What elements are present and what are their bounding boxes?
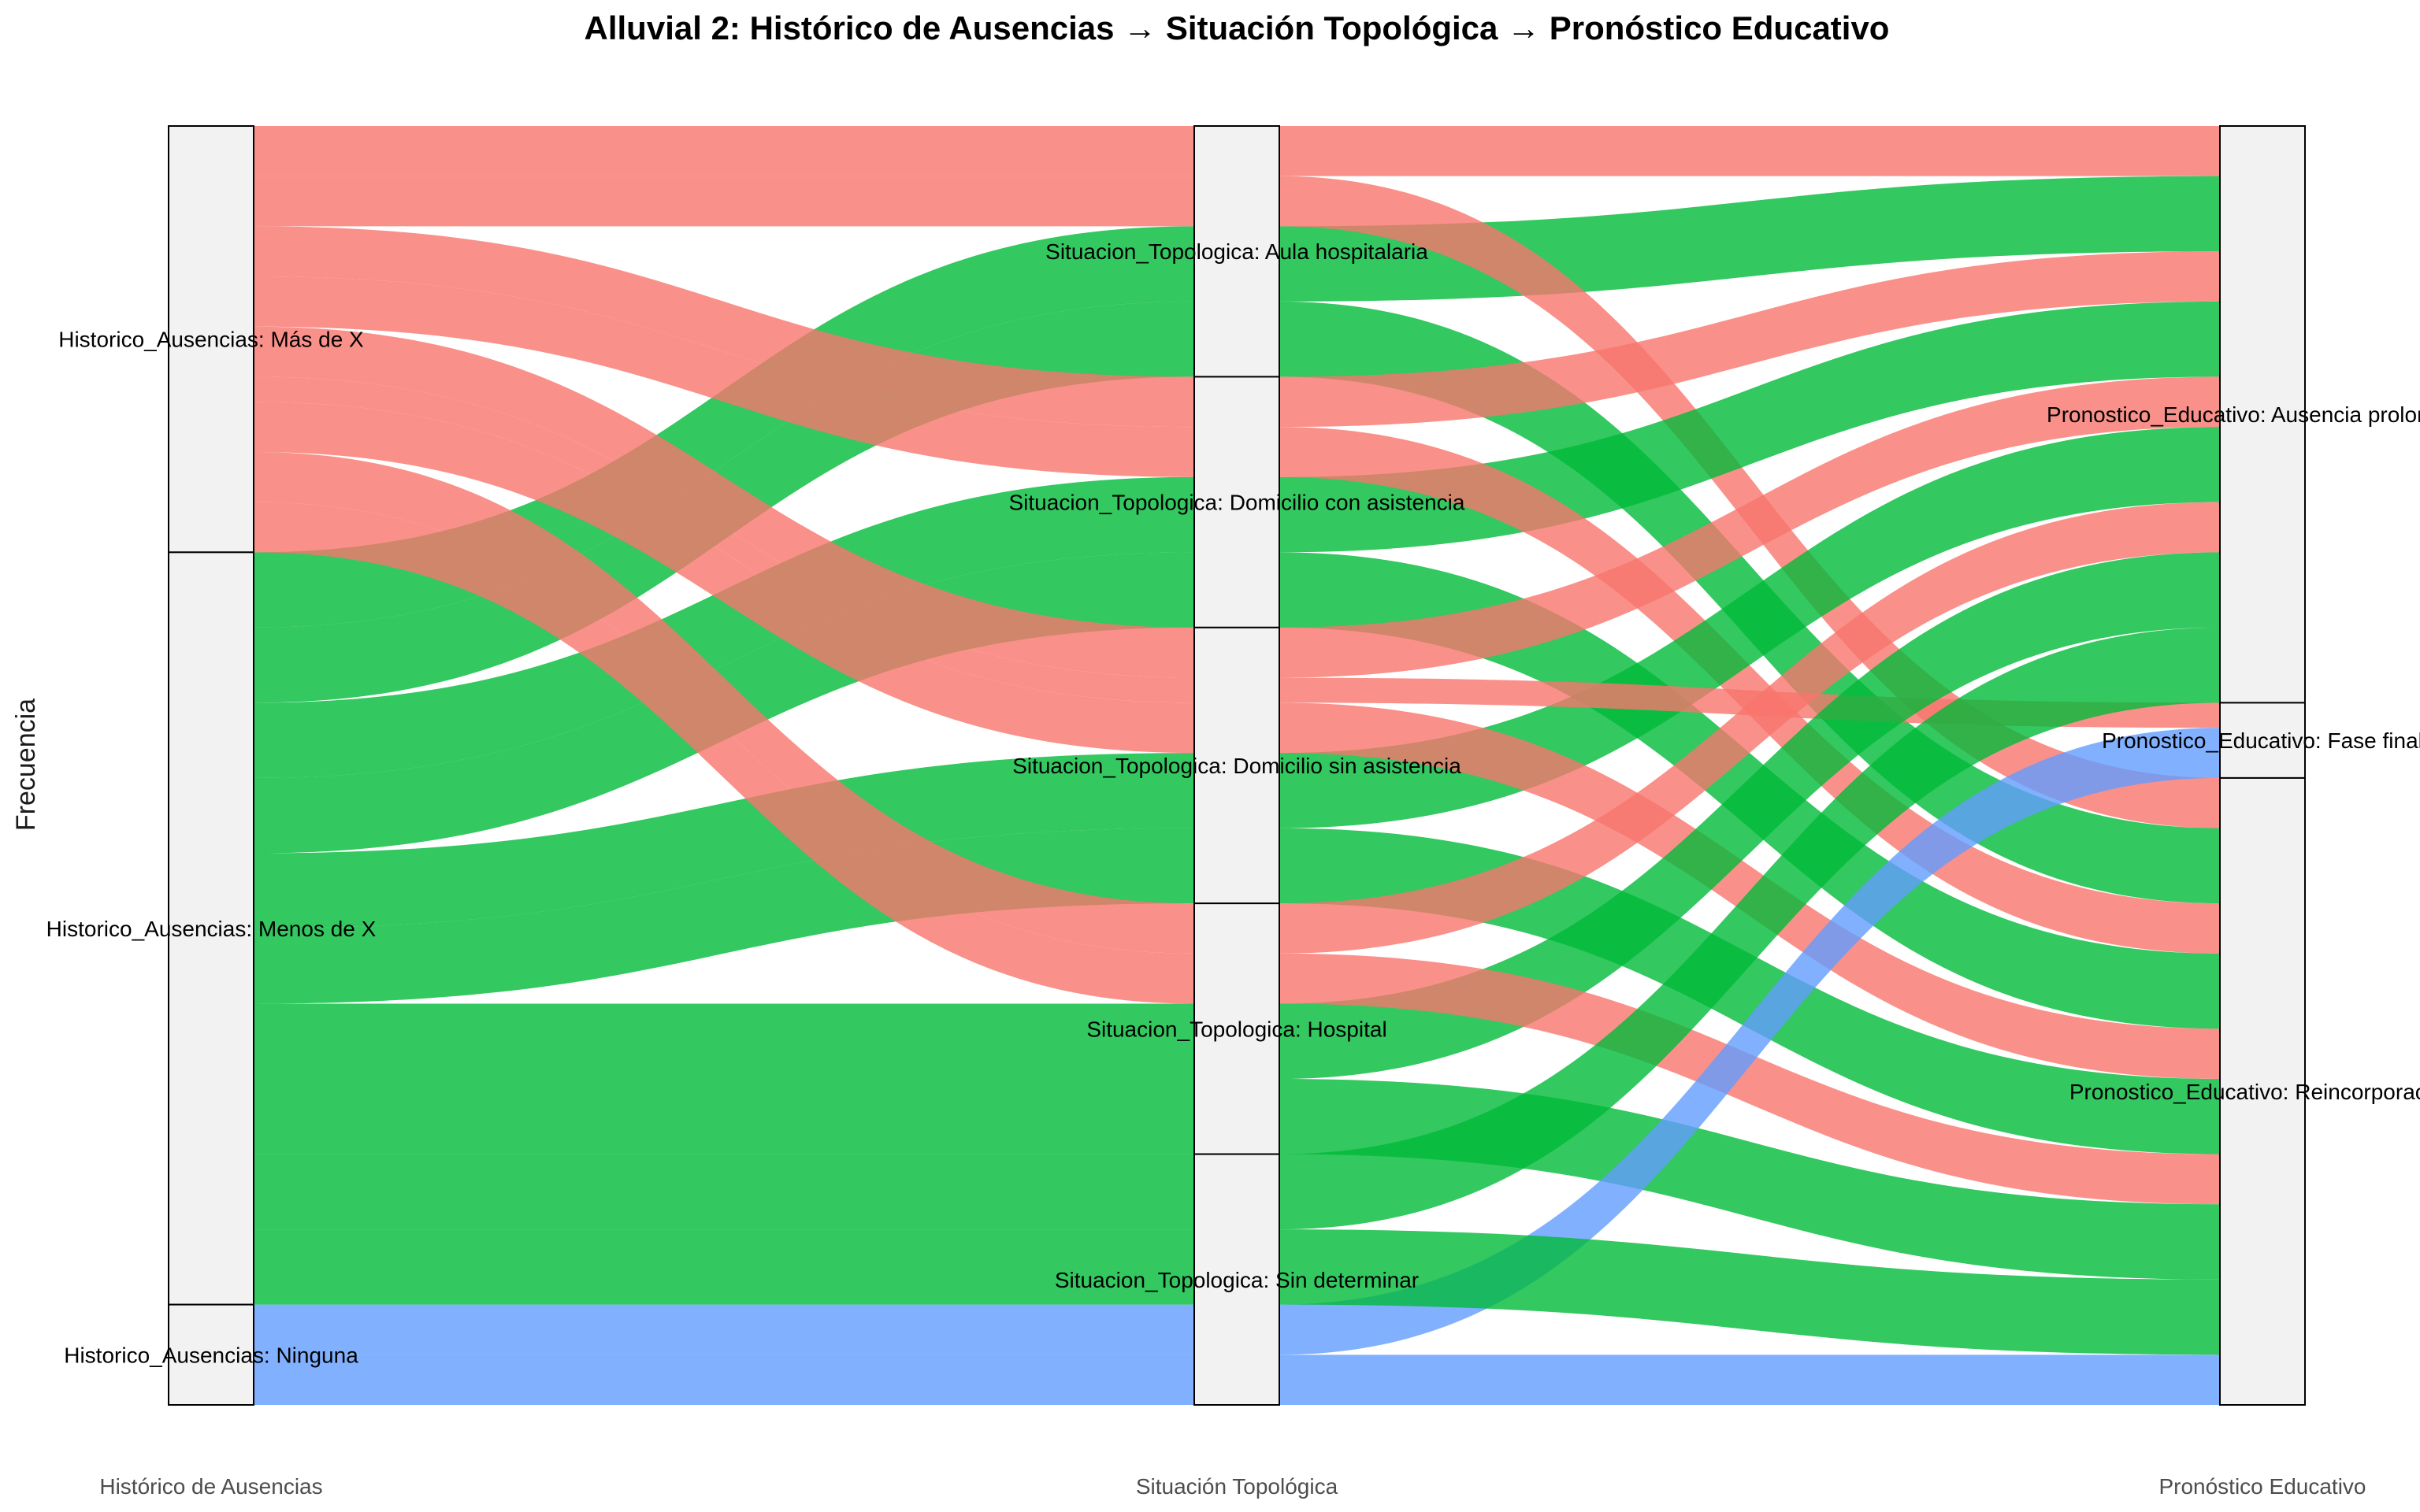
stratum-label-1-3: Situacion_Topologica: Hospital <box>1086 1017 1386 1041</box>
flow-6-segment-0 <box>254 276 1194 477</box>
stratum-label-1-0: Situacion_Topologica: Aula hospitalaria <box>1045 239 1428 264</box>
flow-20-segment-0 <box>254 1354 1194 1405</box>
x-axis-label-2: Pronóstico Educativo <box>2158 1474 2366 1499</box>
y-axis-title: Frecuencia <box>11 699 41 831</box>
stratum-label-2-2: Pronostico_Educativo: Reincorporación <box>2069 1080 2420 1104</box>
flow-19-segment-1 <box>1279 1229 2220 1355</box>
x-axis-labels: Histórico de Ausencias Situación Topológi… <box>99 1474 2366 1499</box>
stratum-labels-layer: Historico_Ausencias: Más de X Historico_A… <box>46 239 2420 1367</box>
flow-4-segment-0 <box>254 226 1194 428</box>
x-axis-label-1: Situación Topológica <box>1136 1474 1338 1499</box>
flow-2-segment-1 <box>1279 176 2220 828</box>
flow-14-segment-0 <box>254 1003 1194 1080</box>
chart-title: Alluvial 2: Histórico de Ausencias → Sit… <box>585 9 1890 46</box>
flows-layer <box>254 126 2220 1405</box>
stratum-box-1-1 <box>1193 376 1280 628</box>
stratum-label-0-2: Historico_Ausencias: Ninguna <box>64 1343 358 1367</box>
stratum-box-1-2 <box>1193 626 1280 905</box>
stratum-box-2-2 <box>2219 776 2306 1406</box>
flow-9-segment-0 <box>254 753 1194 928</box>
flow-18-segment-0 <box>254 1304 1194 1355</box>
flow-8-segment-1 <box>1279 376 2220 678</box>
flow-5-segment-0 <box>254 476 1194 778</box>
flow-19-segment-0 <box>254 1229 1194 1305</box>
flow-0-segment-0 <box>254 126 1194 176</box>
flow-15-segment-1 <box>1279 953 2220 1205</box>
stratum-box-2-1 <box>2219 702 2306 779</box>
stratum-box-2-0 <box>2219 125 2306 704</box>
flow-17-segment-1 <box>1279 627 2220 1230</box>
stratum-label-1-2: Situacion_Topologica: Domicilio sin asis… <box>1012 754 1461 778</box>
flow-9-segment-1 <box>1279 427 2220 828</box>
flow-13-segment-0 <box>254 451 1194 954</box>
stratum-label-0-0: Historico_Ausencias: Más de X <box>58 328 364 352</box>
flow-4-segment-1 <box>1279 251 2220 428</box>
flow-14-segment-1 <box>1279 552 2220 1080</box>
stratum-box-0-0 <box>168 125 254 554</box>
flow-15-segment-0 <box>254 502 1194 1004</box>
flow-20-segment-1 <box>1279 1354 2220 1405</box>
stratum-box-1-3 <box>1193 902 1280 1155</box>
stratum-box-1-4 <box>1193 1153 1280 1406</box>
x-axis-label-0: Histórico de Ausencias <box>99 1474 322 1499</box>
flow-18-segment-1 <box>1279 728 2220 1355</box>
flow-2-segment-0 <box>254 176 1194 227</box>
stratum-box-0-1 <box>168 551 254 1306</box>
stratum-label-2-1: Pronostico_Educativo: Fase final <box>2102 728 2420 753</box>
stratum-box-0-2 <box>168 1303 254 1406</box>
strata-layer <box>168 125 2306 1406</box>
stratum-label-1-4: Situacion_Topologica: Sin determinar <box>1055 1268 1419 1292</box>
flow-10-segment-0 <box>254 376 1194 703</box>
stratum-box-1-0 <box>1193 125 1280 378</box>
stratum-label-0-1: Historico_Ausencias: Menos de X <box>46 917 377 941</box>
flow-16-segment-0 <box>254 1079 1194 1154</box>
flow-17-segment-0 <box>254 1154 1194 1230</box>
flow-0-segment-1 <box>1279 126 2220 176</box>
stratum-label-1-1: Situacion_Topologica: Domicilio con asis… <box>1009 491 1465 515</box>
stratum-label-2-0: Pronostico_Educativo: Ausencia prolongad… <box>2047 402 2420 427</box>
flow-13-segment-1 <box>1279 502 2220 954</box>
flow-11-segment-0 <box>254 402 1194 754</box>
flow-8-segment-0 <box>254 326 1194 678</box>
